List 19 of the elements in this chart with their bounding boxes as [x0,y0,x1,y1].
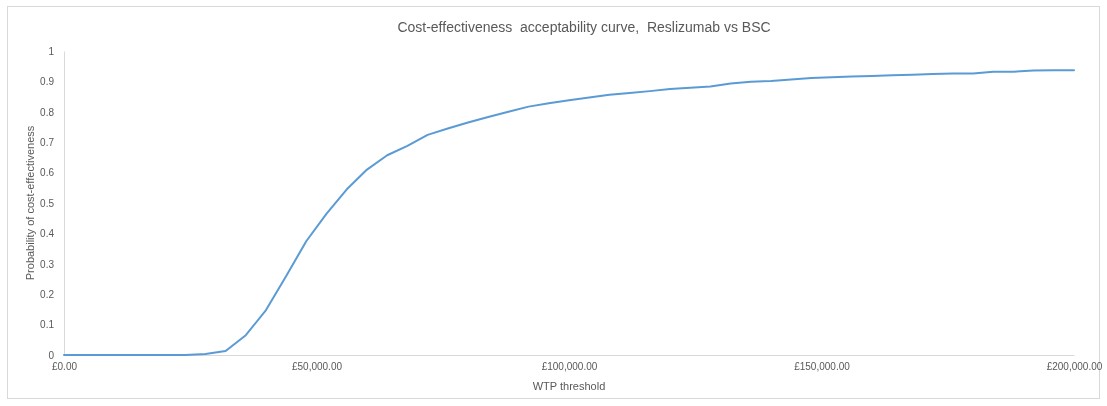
x-axis-title: WTP threshold [532,380,606,392]
y-tick-label: 0.1 [40,319,55,331]
y-tick-label: 0 [48,349,55,361]
x-tick-label: £100,000.00 [541,361,598,373]
y-tick-label: 0.9 [40,76,55,88]
x-tick-label: £50,000.00 [291,361,343,373]
y-tick-label: 0.3 [40,258,55,270]
x-tick-label: £0.00 [51,361,78,373]
chart-title: Cost-effectiveness acceptability curve, Reslizumab vs BSC [397,19,771,35]
y-tick-label: 0.7 [40,136,55,148]
y-tick-label: 1 [48,45,55,57]
x-tick-label: £150,000.00 [794,361,851,373]
y-tick-label: 0.8 [40,106,55,118]
y-axis-title: Probability of cost-effectiveness [24,125,36,281]
x-tick-label: £200,000.00 [1046,361,1103,373]
y-tick-label: 0.2 [40,288,55,300]
y-tick-label: 0.6 [40,167,55,179]
y-tick-label: 0.4 [40,228,55,240]
y-tick-label: 0.5 [40,197,55,209]
